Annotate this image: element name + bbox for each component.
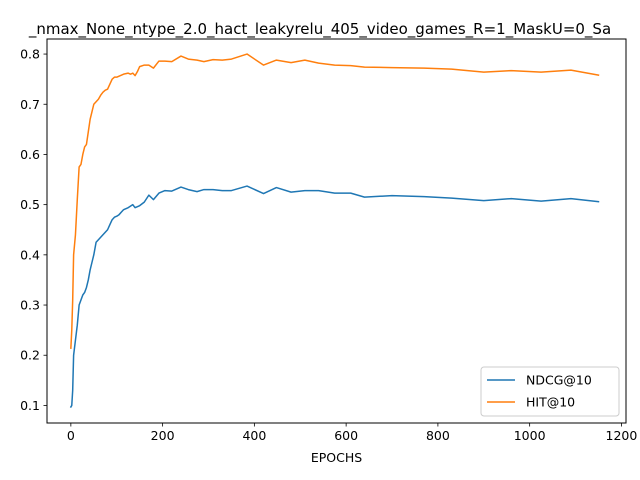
ticks-layer: 0 200 400 600 800 1000 1200 0.1 0.2 0.3 0.4 0.5 0.6 0… bbox=[20, 47, 637, 443]
x-tick-label: 1200 bbox=[606, 428, 638, 443]
y-tick-label: 0.6 bbox=[20, 147, 40, 162]
y-tick-label: 0.7 bbox=[20, 97, 40, 112]
x-tick-label: 800 bbox=[426, 428, 450, 443]
x-axis-label: EPOCHS bbox=[311, 450, 362, 465]
legend: NDCG@10 HIT@10 bbox=[480, 366, 620, 417]
x-tick-label: 600 bbox=[334, 428, 358, 443]
plot-frame bbox=[46, 38, 627, 424]
legend-box bbox=[480, 366, 620, 417]
y-tick-label: 0.5 bbox=[20, 197, 40, 212]
y-tick-label: 0.2 bbox=[20, 348, 40, 363]
y-tick-label: 0.4 bbox=[20, 247, 40, 262]
x-tick-label: 400 bbox=[242, 428, 266, 443]
y-tick-label: 0.8 bbox=[20, 47, 40, 62]
legend-label: NDCG@10 bbox=[526, 373, 592, 388]
x-tick-label: 1000 bbox=[514, 428, 546, 443]
y-tick-label: 0.1 bbox=[20, 398, 40, 413]
y-tick-label: 0.3 bbox=[20, 298, 40, 313]
series-line-ndcg-10 bbox=[69, 185, 600, 408]
x-tick-label: 200 bbox=[151, 428, 175, 443]
chart-title: _nmax_None_ntype_2.0_hact_leakyrelu_405_… bbox=[28, 20, 611, 39]
legend-label: HIT@10 bbox=[526, 395, 575, 410]
x-tick-label: 0 bbox=[67, 428, 75, 443]
series-layer bbox=[69, 53, 600, 408]
series-line-hit-10 bbox=[70, 53, 600, 349]
